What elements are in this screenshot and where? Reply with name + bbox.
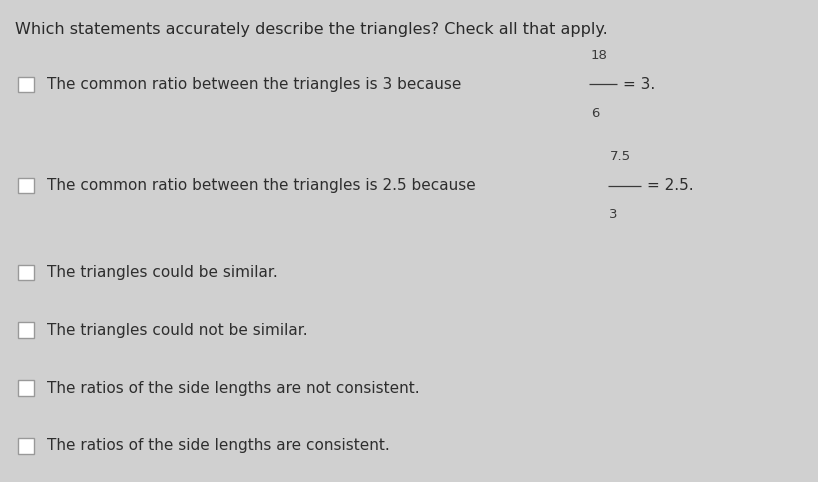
- FancyBboxPatch shape: [18, 322, 34, 338]
- FancyBboxPatch shape: [18, 438, 34, 454]
- Text: = 2.5.: = 2.5.: [647, 178, 694, 193]
- Text: The common ratio between the triangles is 2.5 because: The common ratio between the triangles i…: [47, 178, 481, 193]
- Text: The common ratio between the triangles is 3 because: The common ratio between the triangles i…: [47, 77, 467, 92]
- FancyBboxPatch shape: [18, 178, 34, 193]
- Text: Which statements accurately describe the triangles? Check all that apply.: Which statements accurately describe the…: [15, 22, 608, 37]
- Text: 18: 18: [591, 49, 608, 62]
- Text: The triangles could not be similar.: The triangles could not be similar.: [47, 322, 308, 338]
- Text: 3: 3: [609, 208, 618, 221]
- FancyBboxPatch shape: [18, 265, 34, 280]
- Text: The ratios of the side lengths are consistent.: The ratios of the side lengths are consi…: [47, 438, 390, 454]
- Text: 6: 6: [591, 107, 600, 120]
- FancyBboxPatch shape: [18, 380, 34, 396]
- FancyBboxPatch shape: [18, 77, 34, 92]
- Text: = 3.: = 3.: [623, 77, 655, 92]
- Text: The ratios of the side lengths are not consistent.: The ratios of the side lengths are not c…: [47, 380, 420, 396]
- Text: 7.5: 7.5: [609, 150, 631, 163]
- Text: The triangles could be similar.: The triangles could be similar.: [47, 265, 278, 280]
